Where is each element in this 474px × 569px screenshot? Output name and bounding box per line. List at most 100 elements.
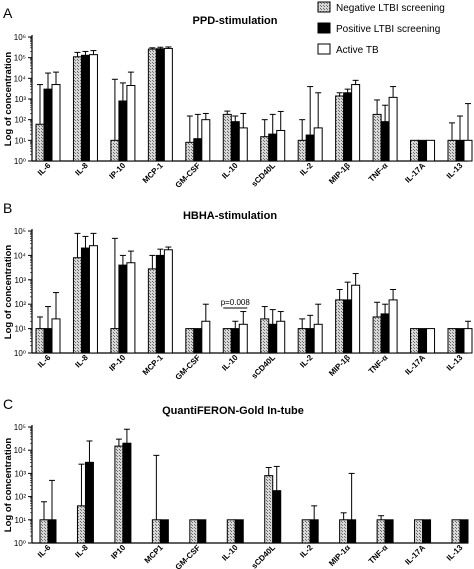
bar-negative [185, 141, 195, 162]
x-tick-label: IL-6 [36, 353, 53, 370]
bar-positive [422, 519, 432, 544]
bar-positive [459, 519, 469, 544]
x-tick-label: IP-10 [107, 353, 127, 373]
x-tick-label: GM-CSF [174, 543, 203, 569]
bar-positive [43, 328, 53, 354]
bar-active [51, 84, 61, 162]
bar-positive [230, 121, 240, 162]
bar-negative [335, 299, 345, 354]
legend-label-negative: Negative LTBI screening [336, 3, 445, 14]
bar-active [88, 54, 98, 162]
panel-title: PPD-stimulation [193, 15, 278, 27]
bar-positive [347, 519, 357, 544]
bar-active [351, 284, 361, 354]
bar-positive [268, 133, 278, 162]
bar-active [126, 85, 136, 162]
x-tick-label: IL-17A [403, 161, 427, 185]
bar-positive [80, 54, 90, 162]
legend-swatch-positive [317, 22, 331, 34]
bar-active [388, 96, 398, 162]
x-tick-label: IP10 [109, 543, 127, 561]
bar-negative [335, 95, 345, 162]
bar-positive [193, 138, 203, 162]
bar-positive [118, 264, 128, 354]
legend-item-active: Active TB [317, 43, 379, 56]
bar-active [126, 262, 136, 354]
bar-negative [76, 505, 86, 544]
bar-positive [80, 247, 90, 354]
x-tick-label: IL-8 [73, 353, 90, 370]
x-tick-label: IL-13 [445, 161, 465, 181]
y-tick-label: 10² [14, 493, 26, 502]
bar-negative [110, 328, 120, 354]
bar-positive [305, 328, 315, 354]
y-tick-label: 10⁰ [14, 157, 26, 166]
bar-active [313, 127, 323, 162]
legend-item-negative: Negative LTBI screening [317, 1, 445, 14]
bar-positive [43, 88, 53, 162]
x-tick-label: MCP-1 [141, 353, 165, 377]
x-tick-label: sCD40L [250, 161, 278, 189]
x-tick-label: TNF-α [367, 543, 390, 566]
bar-negative [410, 139, 420, 162]
bar-negative [339, 519, 349, 544]
x-tick-label: IL-2 [298, 161, 315, 178]
panel-letter: A [3, 5, 13, 21]
bar-negative [72, 56, 82, 162]
bar-negative [189, 519, 199, 544]
bar-active [238, 127, 248, 162]
bar-active [88, 245, 98, 354]
bar-positive [234, 519, 244, 544]
x-tick-label: TNF-α [367, 353, 390, 376]
bar-positive [343, 299, 353, 354]
bar-positive [455, 328, 465, 354]
x-tick-label: IL-13 [445, 353, 465, 373]
bar-positive [197, 519, 207, 544]
bar-active [426, 139, 436, 162]
bar-active [201, 320, 211, 354]
y-tick-label: 10¹ [14, 136, 26, 145]
bar-positive [47, 519, 57, 544]
legend: Negative LTBI screening Positive LTBI sc… [317, 1, 445, 56]
bar-negative [151, 519, 161, 544]
bar-negative [185, 328, 195, 354]
x-tick-label: GM-CSF [174, 161, 203, 190]
bar-active [463, 328, 473, 354]
x-tick-label: MIP-1α [327, 543, 352, 568]
bar-negative [410, 328, 420, 354]
y-tick-label: 10¹ [14, 325, 26, 334]
bar-negative [72, 257, 82, 354]
panel-letter: C [3, 396, 13, 412]
bar-positive [118, 100, 128, 162]
bar-active [351, 84, 361, 162]
y-tick-label: 10⁴ [14, 251, 27, 260]
legend-label-active: Active TB [336, 45, 379, 56]
bar-negative [110, 139, 120, 162]
x-tick-label: IL-8 [73, 543, 90, 560]
panel-a: A PPD-stimulation Log of concentration 1… [3, 5, 473, 190]
bar-positive [122, 442, 132, 544]
bar-negative [35, 328, 45, 354]
bar-negative [447, 328, 457, 354]
bar-positive [155, 48, 165, 162]
bar-active [388, 299, 398, 354]
y-tick-label: 10² [14, 116, 26, 125]
bar-negative [297, 139, 307, 162]
y-tick-label: 10⁰ [14, 349, 26, 358]
x-tick-label: MIP-1β [327, 353, 352, 378]
legend-item-positive: Positive LTBI screening [317, 22, 440, 35]
bar-active [276, 129, 286, 162]
bar-positive [418, 328, 428, 354]
bar-positive [159, 519, 169, 544]
bar-active [463, 139, 473, 162]
bar-positive [380, 121, 390, 162]
x-tick-label: IP-10 [107, 161, 127, 181]
bar-negative [264, 475, 274, 544]
bar-negative [301, 519, 311, 544]
bar-active [163, 249, 173, 354]
x-tick-label: sCD40L [250, 353, 278, 381]
panel-title: HBHA-stimulation [183, 210, 277, 222]
y-tick-label: 10⁵ [14, 54, 26, 63]
x-tick-label: MIP-1β [327, 161, 352, 186]
